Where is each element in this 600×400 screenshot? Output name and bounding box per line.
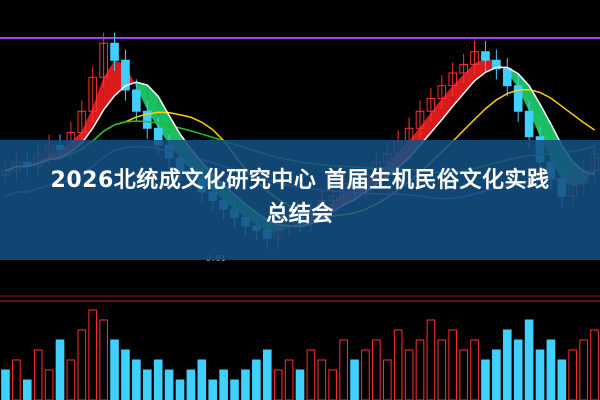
volume-bar: [328, 369, 338, 400]
volume-bar: [350, 359, 359, 400]
candle: [142, 110, 152, 129]
volume-bar: [186, 369, 196, 400]
volume-bar: [448, 329, 458, 400]
volume-bar: [55, 339, 65, 400]
volume-bar: [44, 369, 54, 400]
candle: [513, 85, 523, 112]
volume-bar: [339, 339, 348, 400]
candle: [524, 110, 534, 138]
ribbon-segment: [430, 98, 442, 133]
volume-bar: [121, 349, 130, 400]
ribbon-segment: [147, 85, 159, 129]
volume-bar: [208, 379, 218, 400]
volume-bar: [481, 359, 490, 400]
ribbon-segment: [529, 85, 540, 137]
volume-bar: [66, 359, 76, 400]
candle: [481, 51, 490, 61]
candle: [121, 59, 130, 91]
candle: [492, 59, 501, 70]
volume-bar: [361, 349, 370, 400]
ribbon-segment: [441, 85, 453, 120]
volume-bar: [219, 369, 228, 400]
candle: [426, 98, 436, 112]
ribbon-segment: [81, 107, 93, 144]
candle: [459, 64, 468, 74]
volume-bar: [557, 359, 567, 400]
candle: [99, 42, 108, 78]
volume-bar: [426, 319, 436, 400]
ribbon-segment: [103, 60, 115, 110]
volume-bar: [568, 349, 578, 400]
candle: [470, 51, 479, 65]
volume-bar: [372, 339, 381, 400]
volume-bar: [437, 339, 447, 400]
volume-bar: [492, 349, 501, 400]
volume-bar: [306, 349, 316, 400]
volume-bar: [153, 359, 163, 400]
volume-bar: [535, 349, 545, 400]
volume-bar: [262, 349, 272, 400]
candle: [88, 76, 98, 112]
candle: [77, 110, 87, 133]
candle: [448, 72, 458, 87]
volume-bar: [197, 359, 207, 400]
candle: [110, 42, 119, 61]
ribbon-segment: [420, 112, 431, 146]
volume-bar: [88, 309, 98, 400]
volume-bar: [415, 339, 425, 400]
volume-bar: [513, 339, 523, 400]
volume-bar: [175, 379, 185, 400]
ribbon-segment: [474, 58, 486, 81]
volume-bar: [142, 369, 152, 400]
headline-line1: 2026北统成文化研究中心 首届生机民俗文化实践: [50, 168, 550, 193]
volume-bar: [273, 369, 283, 400]
ribbon-segment: [463, 63, 475, 94]
volume-bar: [404, 349, 414, 400]
volume-bar: [110, 339, 119, 400]
volume-bar: [230, 379, 239, 400]
ribbon-segment: [136, 82, 148, 110]
ribbon-segment: [452, 74, 464, 107]
volume-bar: [295, 369, 305, 400]
volume-bar: [12, 359, 21, 400]
volume-bar: [132, 359, 141, 400]
volume-bar: [317, 359, 327, 400]
candle: [415, 110, 425, 129]
volume-bar: [579, 339, 588, 400]
headline-band: [0, 140, 600, 260]
volume-bar: [393, 329, 403, 400]
headline: 2026北统成文化研究中心 首届生机民俗文化实践 总结会: [0, 164, 600, 232]
ribbon-segment: [92, 77, 104, 129]
volume-bar: [164, 369, 174, 400]
volume-bar: [470, 339, 479, 400]
volume-bar: [382, 359, 392, 400]
volume-bar: [33, 349, 43, 400]
volume-bar: [241, 369, 250, 400]
volume-bar: [252, 359, 261, 400]
volume-bar: [77, 329, 87, 400]
volume-bar: [502, 329, 512, 400]
volume-bar: [99, 319, 108, 400]
volume-bar: [590, 329, 599, 400]
volume-bar: [284, 359, 294, 400]
candle: [437, 85, 447, 99]
volume-bar: [524, 319, 534, 400]
headline-line2: 总结会: [266, 202, 334, 227]
volume-bar: [459, 349, 468, 400]
candle: [502, 68, 512, 87]
candle: [132, 89, 141, 112]
volume-bar: [22, 379, 32, 400]
volume-bar: [546, 339, 556, 400]
volume-bar: [1, 369, 10, 400]
